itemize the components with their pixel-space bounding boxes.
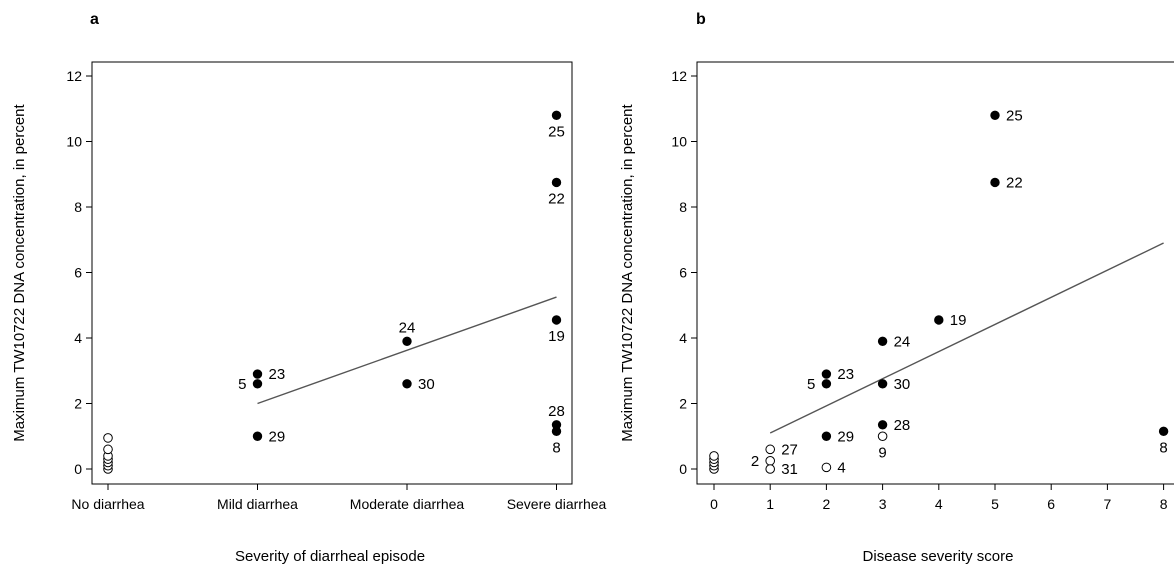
open-point bbox=[877, 431, 888, 442]
open-point bbox=[765, 464, 776, 474]
point-label: 4 bbox=[837, 459, 845, 476]
regression-line bbox=[257, 296, 557, 405]
x-tick-label: 3 bbox=[879, 496, 887, 512]
y-tick-label: 4 bbox=[679, 330, 687, 346]
x-tick-label: Moderate diarrhea bbox=[350, 496, 465, 512]
panel-a-points: 23 5 29 24 30 25 22 19 28 8 bbox=[103, 110, 565, 474]
y-tick-label: 8 bbox=[74, 199, 82, 215]
filled-point bbox=[821, 431, 832, 441]
x-tick-label: 0 bbox=[710, 496, 718, 512]
point-label: 9 bbox=[878, 444, 886, 461]
x-tick-label: 5 bbox=[991, 496, 999, 512]
y-tick-label: 8 bbox=[679, 199, 687, 215]
point-label: 2 bbox=[751, 453, 759, 470]
point-label: 5 bbox=[807, 376, 815, 393]
x-tick-label: 6 bbox=[1047, 496, 1055, 512]
point-label: 5 bbox=[238, 376, 246, 393]
point-label: 24 bbox=[399, 319, 416, 336]
point-label: 29 bbox=[269, 428, 286, 445]
point-label: 22 bbox=[548, 190, 565, 207]
open-point bbox=[103, 444, 113, 455]
y-tick-label: 10 bbox=[66, 134, 82, 150]
panel-a-x-axis-title: Severity of diarrheal episode bbox=[235, 548, 425, 564]
x-tick-label: Mild diarrhea bbox=[217, 496, 298, 512]
filled-point bbox=[551, 177, 562, 188]
point-label: 30 bbox=[894, 376, 911, 393]
point-label: 27 bbox=[781, 441, 798, 458]
y-tick-label: 10 bbox=[671, 134, 687, 150]
point-label: 28 bbox=[548, 403, 565, 420]
regression-line bbox=[769, 242, 1164, 434]
panel-a-plot-frame bbox=[91, 61, 573, 485]
y-tick-label: 12 bbox=[66, 68, 82, 84]
x-tick-label: 2 bbox=[823, 496, 831, 512]
panel-b-x-axis: 0 1 2 3 4 5 6 7 8 bbox=[710, 484, 1168, 512]
filled-point bbox=[990, 110, 1000, 121]
y-tick-label: 4 bbox=[74, 330, 82, 346]
y-tick-label: 6 bbox=[74, 265, 82, 281]
point-label: 25 bbox=[548, 123, 565, 140]
filled-point bbox=[402, 379, 412, 389]
point-label: 19 bbox=[548, 328, 565, 345]
point-label: 23 bbox=[269, 366, 286, 383]
point-label: 8 bbox=[1159, 439, 1167, 456]
filled-point bbox=[877, 420, 888, 430]
point-label: 29 bbox=[837, 428, 854, 445]
panel-a-fit-line bbox=[257, 296, 557, 405]
filled-point bbox=[877, 379, 888, 389]
panel-a-y-axis-title: Maximum TW10722 DNA concentration, in pe… bbox=[11, 103, 28, 441]
filled-point bbox=[551, 110, 562, 121]
open-point bbox=[709, 451, 719, 461]
point-label: 8 bbox=[552, 439, 560, 456]
x-tick-label: Severe diarrhea bbox=[507, 496, 607, 512]
filled-point bbox=[402, 336, 412, 346]
panel-b-x-axis-title: Disease severity score bbox=[863, 548, 1014, 564]
point-label: 24 bbox=[894, 333, 911, 350]
point-label: 19 bbox=[950, 312, 967, 329]
x-tick-label: 4 bbox=[935, 496, 943, 512]
panel-a-x-axis: No diarrhea Mild diarrhea Moderate diarrhe… bbox=[71, 484, 607, 512]
filled-point bbox=[821, 379, 832, 389]
point-label: 30 bbox=[418, 376, 435, 393]
filled-point bbox=[252, 379, 263, 389]
x-tick-label: 7 bbox=[1104, 496, 1112, 512]
filled-point bbox=[252, 369, 263, 379]
point-label: 23 bbox=[837, 366, 854, 383]
point-label: 31 bbox=[781, 461, 798, 478]
panel-b-fit-line bbox=[769, 242, 1164, 434]
filled-point bbox=[990, 177, 1000, 188]
y-tick-label: 12 bbox=[671, 68, 687, 84]
filled-point bbox=[934, 315, 944, 325]
open-point bbox=[821, 462, 832, 473]
y-tick-label: 2 bbox=[74, 396, 82, 412]
panel-b-points: 27 2 31 4 23 5 29 24 30 28 9 19 25 22 8 bbox=[709, 107, 1169, 478]
y-tick-label: 2 bbox=[679, 396, 687, 412]
panel-b-y-axis-title: Maximum TW10722 DNA concentration, in pe… bbox=[619, 103, 636, 441]
filled-point bbox=[877, 336, 888, 346]
y-tick-label: 0 bbox=[74, 461, 82, 477]
panel-a-letter: a bbox=[90, 11, 99, 28]
panel-a-y-axis: 0 2 4 6 8 10 12 bbox=[66, 68, 92, 477]
panel-b-y-axis: 0 2 4 6 8 10 12 bbox=[671, 68, 697, 477]
y-tick-label: 6 bbox=[679, 265, 687, 281]
open-point bbox=[765, 444, 776, 455]
panel-b-letter: b bbox=[696, 11, 706, 28]
point-label: 28 bbox=[894, 417, 911, 434]
point-label: 25 bbox=[1006, 107, 1023, 124]
y-tick-label: 0 bbox=[679, 461, 687, 477]
filled-point bbox=[252, 431, 263, 441]
point-label: 22 bbox=[1006, 174, 1023, 191]
x-tick-label: 8 bbox=[1160, 496, 1168, 512]
open-point bbox=[765, 456, 776, 466]
x-tick-label: No diarrhea bbox=[71, 496, 144, 512]
x-tick-label: 1 bbox=[766, 496, 774, 512]
filled-point bbox=[821, 369, 832, 379]
open-point bbox=[103, 433, 113, 443]
filled-point bbox=[551, 426, 562, 437]
filled-point bbox=[551, 315, 562, 325]
filled-point bbox=[1158, 426, 1169, 437]
